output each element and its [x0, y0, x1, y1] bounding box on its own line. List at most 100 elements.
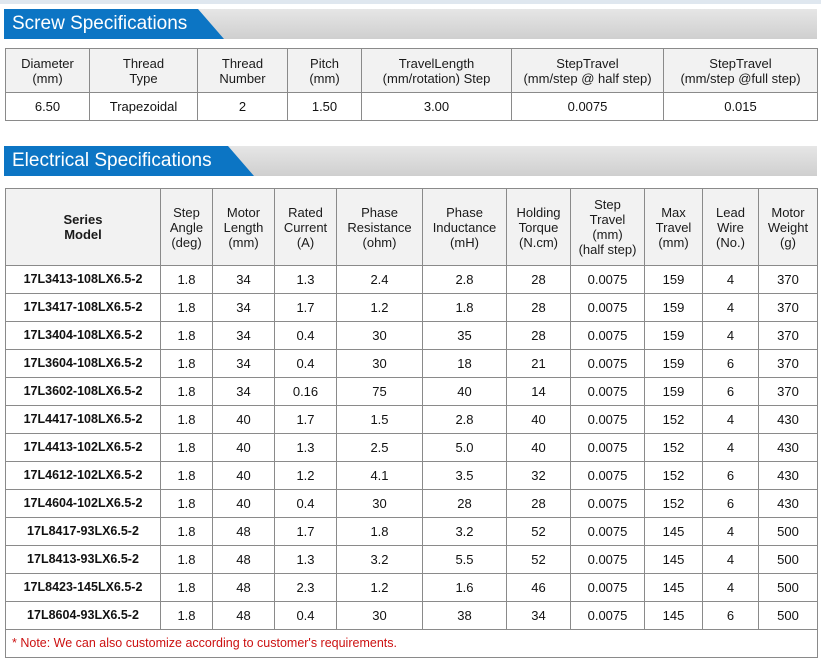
- spec-cell: 1.7: [274, 405, 337, 434]
- spec-cell: 1.8: [160, 461, 213, 490]
- electrical-column-header: Motor Weight (g): [758, 188, 818, 266]
- spec-cell: 40: [212, 405, 275, 434]
- screw-header-row: Diameter (mm) Thread Type Thread Number Pitch(…: [5, 48, 818, 93]
- screw-header-line: StepTravel: [709, 55, 772, 71]
- screw-column-header: Diameter (mm): [5, 48, 90, 93]
- spec-cell: 4: [702, 321, 759, 350]
- spec-cell: 5.0: [422, 433, 507, 462]
- spec-cell: 1.8: [160, 601, 213, 630]
- spec-cell: 34: [212, 321, 275, 350]
- model-cell: 17L3417-108LX6.5-2: [5, 293, 161, 322]
- spec-cell: 430: [758, 461, 818, 490]
- electrical-header-line: Travel: [655, 219, 692, 235]
- model-cell: 17L3404-108LX6.5-2: [5, 321, 161, 350]
- electrical-header-line: Holding: [516, 204, 561, 220]
- spec-cell: 0.0075: [570, 545, 645, 574]
- spec-cell: 40: [506, 405, 571, 434]
- spec-cell: 430: [758, 405, 818, 434]
- model-cell: 17L4612-102LX6.5-2: [5, 461, 161, 490]
- spec-cell: 30: [336, 601, 423, 630]
- screw-header-line: Type: [129, 70, 158, 86]
- spec-cell: 0.0075: [570, 601, 645, 630]
- spec-cell: 145: [644, 601, 703, 630]
- spec-cell: 35: [422, 321, 507, 350]
- spec-cell: 1.3: [274, 265, 337, 294]
- electrical-specs-title: Electrical Specifications: [4, 146, 254, 176]
- model-cell: 17L4417-108LX6.5-2: [5, 405, 161, 434]
- electrical-header-line: Motor: [226, 204, 261, 220]
- spec-cell: 430: [758, 433, 818, 462]
- spec-cell: 1.2: [274, 461, 337, 490]
- table-row: 17L4604-102LX6.5-2 1.8 40 0.4 30 28 28 0.0075 15…: [5, 489, 818, 518]
- spec-cell: 40: [422, 377, 507, 406]
- spec-cell: 2.4: [336, 265, 423, 294]
- spec-cell: 0.0075: [570, 573, 645, 602]
- screw-header-line: Pitch: [310, 55, 339, 71]
- screw-header-line: (mm): [309, 70, 340, 86]
- table-row: 17L3604-108LX6.5-2 1.8 34 0.4 30 18 21 0.0075 15…: [5, 349, 818, 378]
- electrical-header-line: Travel: [589, 212, 626, 227]
- electrical-header-line: Step: [594, 197, 621, 212]
- spec-cell: 1.8: [336, 517, 423, 546]
- screw-header-line: Number: [219, 70, 266, 86]
- electrical-header-line: (mm): [658, 234, 689, 250]
- spec-cell: 1.8: [160, 405, 213, 434]
- spec-cell: 0.0075: [570, 377, 645, 406]
- electrical-header-line: Phase: [446, 204, 483, 220]
- spec-cell: 370: [758, 293, 818, 322]
- electrical-header-line: (mm): [228, 234, 259, 250]
- screw-header-line: (mm/rotation) Step: [382, 70, 491, 86]
- spec-cell: 370: [758, 349, 818, 378]
- spec-cell: 2.5: [336, 433, 423, 462]
- electrical-header-line: (mH): [450, 234, 479, 250]
- spec-cell: 4: [702, 433, 759, 462]
- electrical-header-line: Angle: [169, 219, 204, 235]
- spec-cell: 0.4: [274, 489, 337, 518]
- customize-note: * Note: We can also customize according …: [5, 629, 818, 658]
- screw-header-line: Thread: [122, 55, 165, 71]
- electrical-column-header: Phase Inductance (mH): [422, 188, 507, 266]
- spec-cell: 1.8: [160, 321, 213, 350]
- spec-cell: 152: [644, 433, 703, 462]
- spec-cell: 0.0075: [570, 517, 645, 546]
- spec-cell: 1.8: [160, 293, 213, 322]
- spec-cell: 159: [644, 293, 703, 322]
- model-cell: 17L8423-145LX6.5-2: [5, 573, 161, 602]
- spec-cell: 145: [644, 573, 703, 602]
- spec-cell: 1.8: [422, 293, 507, 322]
- electrical-header-line: Wire: [717, 219, 744, 235]
- spec-cell: 0.0075: [570, 293, 645, 322]
- electrical-header-line: Length: [223, 219, 264, 235]
- electrical-header-line: (g): [780, 234, 796, 250]
- spec-cell: 5.5: [422, 545, 507, 574]
- electrical-header-line: (ohm): [362, 234, 397, 250]
- screw-header-line: (mm/step @ half step): [523, 70, 652, 86]
- spec-cell: 2.8: [422, 265, 507, 294]
- electrical-column-header: Motor Length (mm): [212, 188, 275, 266]
- spec-cell: 4: [702, 265, 759, 294]
- spec-cell: 2.8: [422, 405, 507, 434]
- screw-column-header: Thread Number: [197, 48, 288, 93]
- spec-cell: 6: [702, 489, 759, 518]
- spec-cell: 6: [702, 377, 759, 406]
- screw-column-header: Pitch (mm): [287, 48, 362, 93]
- table-row: 17L4612-102LX6.5-2 1.8 40 1.2 4.1 3.5 32 0.0075…: [5, 461, 818, 490]
- electrical-header-line: Resistance: [347, 219, 412, 235]
- electrical-header-line: Series: [63, 212, 103, 227]
- model-cell: 17L4604-102LX6.5-2: [5, 489, 161, 518]
- spec-cell: 40: [212, 433, 275, 462]
- electrical-header-line: Motor: [771, 204, 805, 220]
- screw-cell: 0.0075: [511, 92, 664, 121]
- spec-cell: 2.3: [274, 573, 337, 602]
- electrical-header-line: Rated: [288, 204, 323, 220]
- spec-cell: 4: [702, 573, 759, 602]
- electrical-column-header: Step Angle (deg): [160, 188, 213, 266]
- spec-cell: 48: [212, 573, 275, 602]
- spec-cell: 28: [506, 293, 571, 322]
- spec-cell: 14: [506, 377, 571, 406]
- spec-cell: 0.4: [274, 321, 337, 350]
- electrical-header-line: Model: [64, 227, 102, 242]
- spec-cell: 1.2: [336, 573, 423, 602]
- spec-cell: 21: [506, 349, 571, 378]
- screw-specs-banner: Screw Specifications: [4, 9, 817, 39]
